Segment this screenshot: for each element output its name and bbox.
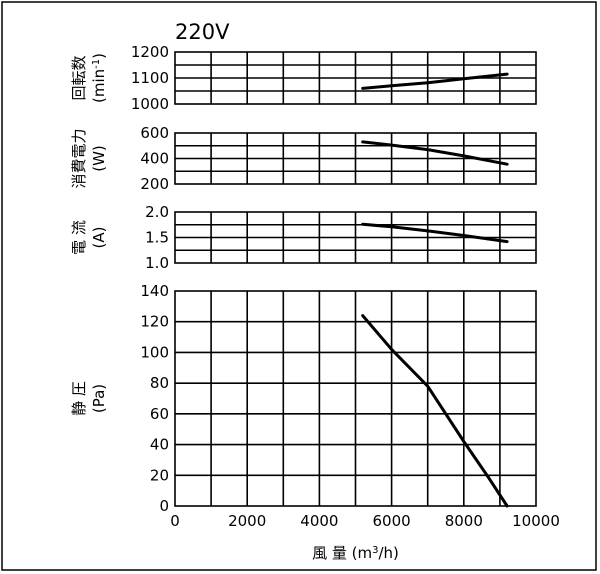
x-tick-label: 6000 bbox=[373, 512, 411, 530]
power-y-tick-label: 200 bbox=[140, 175, 169, 193]
panel-power: 200 400 600 消費電力 (W) bbox=[70, 124, 537, 193]
current-curve bbox=[361, 222, 509, 244]
power-curve bbox=[361, 140, 509, 166]
pressure-axis-title: 静 圧 bbox=[70, 381, 88, 416]
voltage-label: 220V bbox=[175, 20, 230, 44]
pressure-y-tick-label: 120 bbox=[140, 313, 169, 331]
x-tick-label: 8000 bbox=[445, 512, 483, 530]
rpm-y-tick-label: 1000 bbox=[131, 95, 169, 113]
x-axis: 0 2000 4000 6000 8000 10000 風 量 (m3/h) bbox=[170, 512, 560, 562]
rpm-y-tick-label: 1200 bbox=[131, 43, 169, 61]
pressure-curve bbox=[361, 314, 509, 508]
pressure-y-tick-label: 60 bbox=[150, 405, 169, 423]
current-axis-title: 電 流 bbox=[70, 220, 88, 255]
power-axis-unit: (W) bbox=[90, 145, 108, 172]
pressure-y-tick-label: 140 bbox=[140, 282, 169, 300]
rpm-axis-title: 回転数 bbox=[70, 55, 88, 100]
power-y-tick-label: 400 bbox=[140, 150, 169, 168]
rpm-curve bbox=[361, 72, 509, 90]
x-tick-label: 2000 bbox=[228, 512, 266, 530]
current-y-tick-label: 1.5 bbox=[145, 229, 169, 247]
power-y-tick-label: 600 bbox=[140, 124, 169, 142]
x-tick-label: 4000 bbox=[300, 512, 338, 530]
x-axis-title: 風 量 (m3/h) bbox=[312, 544, 399, 562]
panel-rpm: 1000 1100 1200 回転数 (min-1) bbox=[70, 43, 537, 113]
current-y-tick-label: 2.0 bbox=[145, 203, 169, 221]
current-axis-unit: (A) bbox=[90, 227, 108, 249]
rpm-y-tick-label: 1100 bbox=[131, 69, 169, 87]
pressure-axis-unit: (Pa) bbox=[90, 384, 108, 413]
pressure-y-tick-label: 40 bbox=[150, 436, 169, 454]
panel-current: 1.0 1.5 2.0 電 流 (A) bbox=[70, 203, 537, 272]
power-axis-title: 消費電力 bbox=[70, 128, 88, 188]
current-y-tick-label: 1.0 bbox=[145, 254, 169, 272]
rpm-axis-unit: (min-1) bbox=[90, 53, 108, 103]
x-tick-label: 10000 bbox=[512, 512, 560, 530]
pressure-y-tick-label: 80 bbox=[150, 374, 169, 392]
x-tick-label: 0 bbox=[170, 512, 180, 530]
pressure-y-tick-label: 20 bbox=[150, 466, 169, 484]
pressure-y-tick-label: 0 bbox=[159, 497, 169, 515]
panel-pressure: 0 20 40 60 80 100 120 140 静 圧 (Pa) bbox=[70, 282, 537, 515]
pressure-y-tick-label: 100 bbox=[140, 343, 169, 361]
